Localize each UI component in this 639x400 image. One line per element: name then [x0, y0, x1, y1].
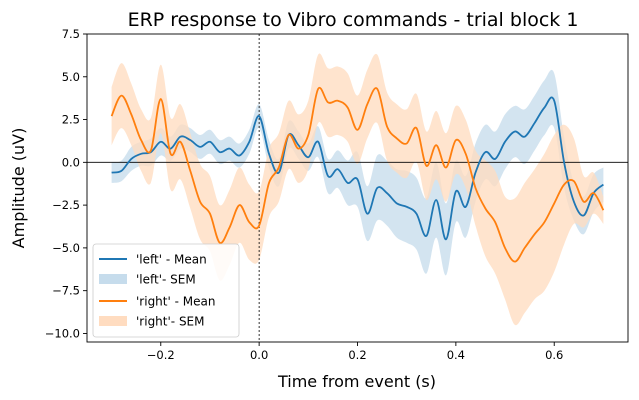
y-tick-label: −5.0 [52, 241, 80, 255]
y-tick-label: −2.5 [52, 198, 80, 212]
legend-left-sem-swatch [99, 274, 127, 284]
y-axis-label: Amplitude (uV) [9, 128, 28, 249]
legend-right-mean: 'right' - Mean [136, 295, 215, 309]
x-tick-label: −0.2 [147, 348, 175, 362]
x-tick-label: 0.2 [348, 348, 366, 362]
y-tick-label: 2.5 [62, 113, 80, 127]
sem-band-left [111, 69, 604, 276]
y-tick-label: −7.5 [52, 284, 80, 298]
legend: 'left' - Mean 'left'- SEM 'right' - Mean… [92, 243, 240, 338]
y-tick-label: 5.0 [62, 70, 80, 84]
reference-lines [87, 34, 628, 342]
legend-left-sem: 'left'- SEM [136, 273, 196, 287]
y-tick-label: 7.5 [62, 27, 80, 41]
legend-box [92, 243, 240, 338]
mean-line-right [110, 86, 605, 263]
x-tick-label: 0.6 [545, 348, 563, 362]
y-tick-label: 0.0 [62, 155, 80, 169]
legend-left-mean: 'left' - Mean [136, 253, 207, 267]
legend-right-sem-swatch [99, 316, 127, 326]
sem-bands [111, 53, 604, 326]
legend-right-sem: 'right'- SEM [136, 315, 205, 329]
x-axis-ticks: −0.2 0.0 0.2 0.4 0.6 [147, 342, 563, 362]
x-axis-label: Time from event (s) [277, 372, 436, 391]
chart-title: ERP response to Vibro commands - trial b… [128, 9, 579, 31]
sem-band-right [111, 53, 604, 326]
mean-lines [110, 86, 605, 263]
x-tick-label: 0.0 [250, 348, 268, 362]
y-axis-ticks: −10.0 −7.5 −5.0 −2.5 0.0 2.5 5.0 7.5 [45, 27, 87, 340]
x-tick-label: 0.4 [447, 348, 465, 362]
y-tick-label: −10.0 [45, 326, 80, 340]
mean-line-left [111, 96, 604, 241]
